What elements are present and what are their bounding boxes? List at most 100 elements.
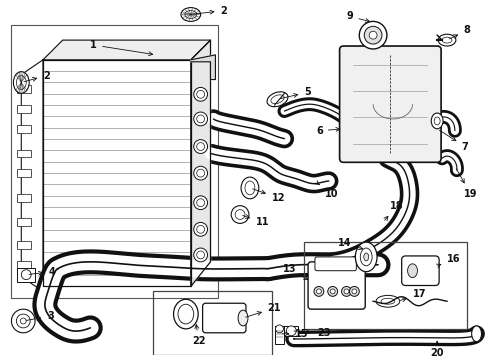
Bar xyxy=(284,326,298,336)
Circle shape xyxy=(196,251,204,259)
FancyBboxPatch shape xyxy=(401,256,438,285)
Circle shape xyxy=(196,169,204,177)
Text: 2: 2 xyxy=(24,71,50,82)
Text: 22: 22 xyxy=(191,325,205,346)
Bar xyxy=(17,149,31,157)
Circle shape xyxy=(344,289,348,294)
Bar xyxy=(274,326,284,344)
Circle shape xyxy=(359,21,386,49)
Ellipse shape xyxy=(244,181,254,195)
Bar xyxy=(153,291,271,355)
Circle shape xyxy=(193,87,207,101)
Circle shape xyxy=(16,314,30,328)
Bar xyxy=(17,219,31,226)
Ellipse shape xyxy=(471,326,481,342)
Ellipse shape xyxy=(13,72,29,93)
Bar xyxy=(17,241,31,249)
Text: 16: 16 xyxy=(436,254,460,268)
Ellipse shape xyxy=(380,298,394,304)
Text: 10: 10 xyxy=(314,181,338,199)
Ellipse shape xyxy=(375,295,399,307)
Ellipse shape xyxy=(363,253,368,261)
Text: 13: 13 xyxy=(282,264,307,280)
Ellipse shape xyxy=(437,34,455,46)
Circle shape xyxy=(286,326,296,336)
Text: 6: 6 xyxy=(315,126,339,136)
Bar xyxy=(17,261,31,269)
Circle shape xyxy=(368,31,376,39)
Circle shape xyxy=(235,210,244,220)
Circle shape xyxy=(196,225,204,233)
Ellipse shape xyxy=(270,95,284,104)
Ellipse shape xyxy=(430,113,442,129)
Text: 18: 18 xyxy=(383,201,403,221)
Circle shape xyxy=(193,166,207,180)
Ellipse shape xyxy=(178,304,193,324)
Text: 11: 11 xyxy=(242,215,269,228)
FancyBboxPatch shape xyxy=(307,262,365,309)
Circle shape xyxy=(313,287,323,296)
Text: 21: 21 xyxy=(245,303,281,317)
Circle shape xyxy=(196,90,204,98)
Circle shape xyxy=(275,325,283,333)
Ellipse shape xyxy=(355,242,376,272)
Circle shape xyxy=(349,287,359,296)
Ellipse shape xyxy=(407,264,417,278)
Ellipse shape xyxy=(360,248,371,266)
Circle shape xyxy=(193,196,207,210)
Circle shape xyxy=(196,199,204,207)
FancyBboxPatch shape xyxy=(202,303,245,333)
Text: 17: 17 xyxy=(400,289,425,302)
Text: 19: 19 xyxy=(455,169,476,199)
Bar xyxy=(17,169,31,177)
FancyBboxPatch shape xyxy=(339,46,440,162)
Text: 14: 14 xyxy=(337,238,362,249)
Circle shape xyxy=(193,222,207,236)
Text: 9: 9 xyxy=(346,12,369,22)
Ellipse shape xyxy=(433,117,439,125)
Ellipse shape xyxy=(184,10,196,18)
Text: 20: 20 xyxy=(429,341,443,357)
Circle shape xyxy=(196,143,204,150)
Bar xyxy=(17,125,31,133)
Polygon shape xyxy=(190,55,215,80)
Ellipse shape xyxy=(16,76,26,89)
Circle shape xyxy=(316,289,321,294)
Text: 12: 12 xyxy=(252,189,285,203)
Bar xyxy=(17,105,31,113)
Text: 8: 8 xyxy=(448,25,469,39)
Ellipse shape xyxy=(441,37,451,43)
Text: 5: 5 xyxy=(280,87,310,99)
Bar xyxy=(17,194,31,202)
Polygon shape xyxy=(190,40,210,287)
Circle shape xyxy=(193,248,207,262)
Circle shape xyxy=(193,112,207,126)
Circle shape xyxy=(364,26,381,44)
Text: 4: 4 xyxy=(29,267,56,277)
Bar xyxy=(11,25,218,298)
Text: 1: 1 xyxy=(90,40,152,56)
FancyBboxPatch shape xyxy=(314,257,356,271)
Text: 23: 23 xyxy=(293,328,330,338)
Ellipse shape xyxy=(266,92,287,107)
Ellipse shape xyxy=(173,299,198,329)
Circle shape xyxy=(193,140,207,153)
Circle shape xyxy=(196,115,204,123)
Circle shape xyxy=(329,289,334,294)
Text: 2: 2 xyxy=(193,5,226,15)
Bar xyxy=(304,242,466,329)
Circle shape xyxy=(351,289,356,294)
Bar xyxy=(17,85,31,93)
Text: 3: 3 xyxy=(26,311,54,321)
Circle shape xyxy=(341,287,351,296)
Polygon shape xyxy=(43,40,210,60)
Circle shape xyxy=(20,318,26,324)
Ellipse shape xyxy=(241,177,258,199)
Circle shape xyxy=(21,270,31,280)
Circle shape xyxy=(11,309,35,333)
Text: 7: 7 xyxy=(439,130,468,152)
Polygon shape xyxy=(21,60,43,291)
Text: 15: 15 xyxy=(282,329,308,339)
Ellipse shape xyxy=(238,310,247,326)
Circle shape xyxy=(327,287,337,296)
